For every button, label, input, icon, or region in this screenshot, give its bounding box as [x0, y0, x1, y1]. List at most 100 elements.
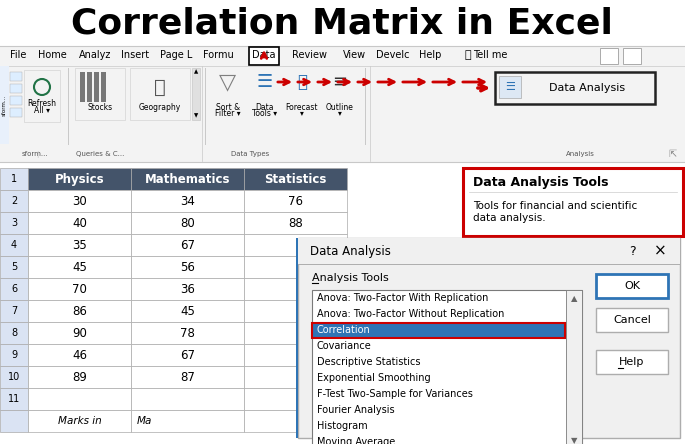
Bar [10, 96, 22, 105]
Text: Tools for financial and scientific
data analysis.: Tools for financial and scientific data … [473, 201, 637, 223]
Bar [244, 300, 347, 322]
Text: Mathematics: Mathematics [145, 173, 230, 186]
Bar [495, 72, 655, 104]
Text: Queries & C...: Queries & C... [76, 151, 124, 157]
Bar [94, 72, 99, 102]
Text: Geography: Geography [139, 103, 181, 111]
Bar [596, 274, 668, 298]
Text: |: | [36, 151, 38, 158]
Text: Forecast: Forecast [286, 103, 319, 111]
Text: 7: 7 [11, 306, 17, 316]
Text: ⇱: ⇱ [668, 149, 676, 159]
Text: 45: 45 [72, 261, 87, 274]
Text: ⌕: ⌕ [464, 50, 471, 60]
Text: 34: 34 [180, 194, 195, 207]
Bar [28, 234, 131, 256]
Bar [131, 212, 244, 234]
Bar [131, 234, 244, 256]
Text: Outline: Outline [326, 103, 354, 111]
Bar [0, 410, 28, 432]
Bar [244, 256, 347, 278]
Text: 30: 30 [72, 194, 87, 207]
Text: OK: OK [624, 281, 640, 291]
Text: ▼: ▼ [571, 436, 577, 444]
Text: Data Analysis: Data Analysis [310, 245, 391, 258]
Bar [0, 190, 28, 212]
Bar [28, 344, 131, 366]
Text: Filter ▾: Filter ▾ [215, 108, 241, 118]
Bar [28, 410, 131, 432]
Bar [312, 322, 566, 337]
Bar [80, 72, 85, 102]
Text: 90: 90 [72, 326, 87, 340]
Bar [28, 212, 131, 234]
Text: 86: 86 [72, 305, 87, 317]
Bar [244, 410, 347, 432]
Bar [296, 238, 298, 438]
Bar [244, 344, 347, 366]
Text: Data Types: Data Types [231, 151, 269, 157]
Text: File: File [10, 50, 26, 60]
Text: Home: Home [38, 50, 66, 60]
Bar [596, 350, 668, 374]
Text: 11: 11 [8, 394, 20, 404]
Text: ≡: ≡ [332, 73, 347, 91]
Text: sform...: sform... [22, 151, 49, 157]
Text: 70: 70 [72, 282, 87, 296]
Bar [596, 308, 668, 332]
Bar [463, 168, 683, 236]
Text: 45: 45 [180, 305, 195, 317]
Bar [0, 234, 28, 256]
Text: Anova: Two-Factor With Replication: Anova: Two-Factor With Replication [317, 293, 488, 303]
Text: 88: 88 [288, 217, 303, 230]
Text: ☰: ☰ [505, 82, 515, 92]
Text: Statistics: Statistics [264, 173, 327, 186]
Text: Correlation Matrix in Excel: Correlation Matrix in Excel [71, 6, 613, 40]
Bar [249, 47, 279, 65]
Text: All ▾: All ▾ [34, 106, 50, 115]
Text: ☰: ☰ [257, 73, 273, 91]
Bar [10, 108, 22, 117]
Text: ×: × [653, 243, 667, 258]
Text: 4: 4 [11, 240, 17, 250]
Bar [24, 70, 60, 122]
Text: 9: 9 [11, 350, 17, 360]
Bar [312, 290, 582, 444]
Bar [75, 68, 125, 120]
Bar [298, 238, 680, 438]
Text: Data: Data [252, 50, 276, 60]
Bar [28, 300, 131, 322]
Bar [623, 48, 641, 64]
Bar [0, 278, 28, 300]
Text: Data: Data [256, 103, 274, 111]
Bar [131, 256, 244, 278]
Bar [0, 256, 28, 278]
Bar [0, 66, 9, 144]
Bar [0, 212, 28, 234]
Text: ▲: ▲ [571, 294, 577, 304]
Text: Tools ▾: Tools ▾ [253, 108, 277, 118]
Bar [0, 46, 685, 162]
Bar [499, 76, 521, 98]
Bar [0, 322, 28, 344]
Text: 67: 67 [180, 238, 195, 251]
Text: Data Analysis Tools: Data Analysis Tools [473, 175, 608, 189]
Bar [600, 48, 618, 64]
Bar [87, 72, 92, 102]
Text: 5: 5 [11, 262, 17, 272]
Bar [131, 168, 244, 190]
Text: Refresh: Refresh [27, 99, 56, 107]
Bar [10, 84, 22, 93]
Bar [244, 168, 347, 190]
Text: ▽: ▽ [219, 72, 236, 92]
Text: Fourier Analysis: Fourier Analysis [317, 405, 395, 415]
Text: Moving Average: Moving Average [317, 437, 395, 444]
Text: Cancel: Cancel [613, 315, 651, 325]
Bar [28, 190, 131, 212]
Bar [0, 168, 28, 190]
Text: Marks in: Marks in [58, 416, 101, 426]
Bar [244, 366, 347, 388]
Text: Ma: Ma [137, 416, 152, 426]
Text: 1: 1 [11, 174, 17, 184]
Bar [298, 238, 680, 264]
